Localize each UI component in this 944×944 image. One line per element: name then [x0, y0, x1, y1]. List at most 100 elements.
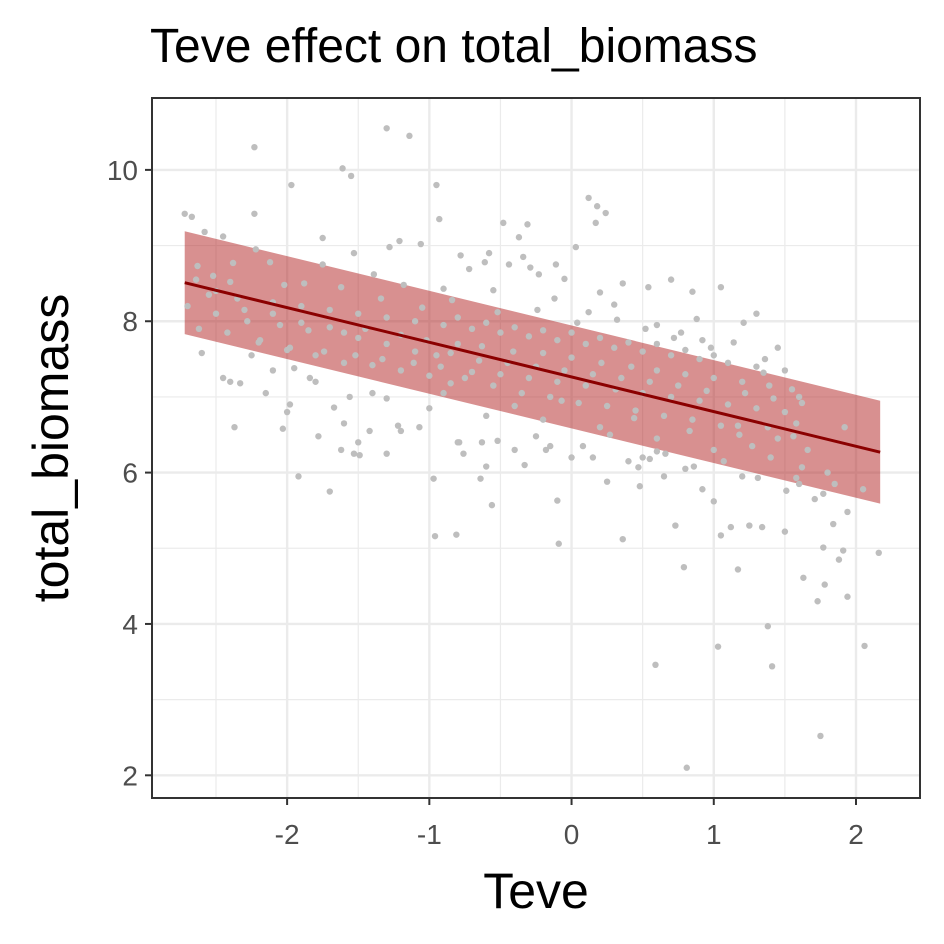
data-point	[736, 431, 743, 438]
data-point	[561, 275, 568, 283]
x-axis: -2 -1 0 1 2	[275, 798, 864, 850]
data-point	[582, 340, 589, 348]
data-point	[416, 423, 423, 431]
data-point	[703, 387, 710, 395]
data-point	[440, 285, 447, 292]
data-point	[397, 427, 405, 435]
data-point	[770, 395, 777, 402]
x-axis-title: Teve	[483, 863, 589, 919]
data-point	[505, 261, 513, 268]
data-point	[350, 450, 358, 457]
data-point	[667, 393, 675, 401]
data-point	[717, 422, 725, 429]
data-point	[406, 132, 413, 140]
data-point	[788, 386, 796, 393]
data-point	[558, 397, 565, 404]
data-point	[793, 420, 800, 427]
data-point	[724, 359, 732, 367]
y-tick-label: 10	[107, 155, 138, 186]
data-point	[835, 556, 843, 563]
data-point	[602, 209, 609, 217]
data-point	[798, 464, 806, 471]
data-point	[764, 623, 772, 630]
data-point	[283, 408, 291, 416]
data-point	[781, 367, 789, 374]
data-point	[611, 301, 618, 308]
data-point	[639, 348, 646, 355]
data-point	[696, 355, 703, 363]
data-point	[589, 454, 597, 461]
data-point	[717, 283, 725, 291]
data-point	[298, 302, 305, 310]
data-point	[606, 431, 614, 438]
data-point	[410, 359, 417, 367]
data-point	[511, 324, 518, 331]
data-point	[520, 253, 527, 261]
data-point	[312, 378, 319, 385]
data-point	[804, 446, 811, 454]
data-point	[326, 306, 333, 314]
data-point	[535, 271, 543, 278]
data-point	[774, 344, 781, 351]
data-point	[386, 243, 393, 251]
data-point	[554, 497, 561, 504]
data-point	[339, 165, 346, 172]
data-point	[730, 339, 737, 346]
data-point	[859, 486, 867, 493]
data-point	[475, 357, 483, 364]
data-point	[811, 495, 818, 503]
data-point	[251, 143, 258, 151]
data-point	[181, 210, 188, 217]
data-point	[555, 540, 562, 547]
data-point	[653, 340, 661, 348]
data-point	[356, 451, 363, 459]
data-point	[231, 423, 238, 431]
data-point	[411, 318, 419, 325]
data-point	[844, 593, 851, 600]
data-point	[400, 281, 407, 289]
data-point	[440, 389, 447, 397]
data-point	[460, 450, 467, 457]
data-point	[660, 412, 668, 420]
data-point	[646, 378, 653, 385]
data-point	[861, 642, 868, 650]
data-point	[841, 423, 848, 431]
data-point	[478, 343, 486, 350]
data-point	[844, 508, 851, 516]
data-point	[636, 483, 644, 490]
data-point	[748, 442, 756, 450]
data-point	[511, 402, 518, 410]
data-point	[642, 325, 649, 333]
data-point	[194, 262, 201, 270]
data-point	[572, 243, 580, 251]
data-point	[417, 240, 424, 248]
data-point	[758, 523, 766, 531]
data-point	[468, 325, 476, 333]
data-point	[707, 344, 715, 351]
data-point	[532, 433, 540, 440]
data-point	[561, 367, 568, 374]
x-tick-label: -1	[417, 819, 442, 850]
data-point	[579, 442, 587, 450]
data-point	[793, 474, 800, 482]
data-point	[547, 393, 554, 401]
data-point	[598, 359, 605, 367]
data-point	[419, 304, 426, 311]
data-point	[355, 310, 362, 317]
data-point	[525, 333, 533, 340]
data-point	[433, 352, 440, 359]
data-point	[761, 355, 769, 363]
data-point	[291, 364, 298, 372]
data-point	[447, 349, 454, 357]
data-point	[198, 349, 205, 357]
data-point	[468, 368, 476, 376]
data-point	[774, 435, 781, 442]
data-point	[436, 215, 443, 223]
data-point	[244, 318, 251, 325]
data-point	[298, 319, 305, 326]
data-point	[568, 454, 575, 461]
data-point	[511, 446, 518, 454]
data-point	[300, 280, 308, 287]
data-point	[524, 221, 531, 228]
